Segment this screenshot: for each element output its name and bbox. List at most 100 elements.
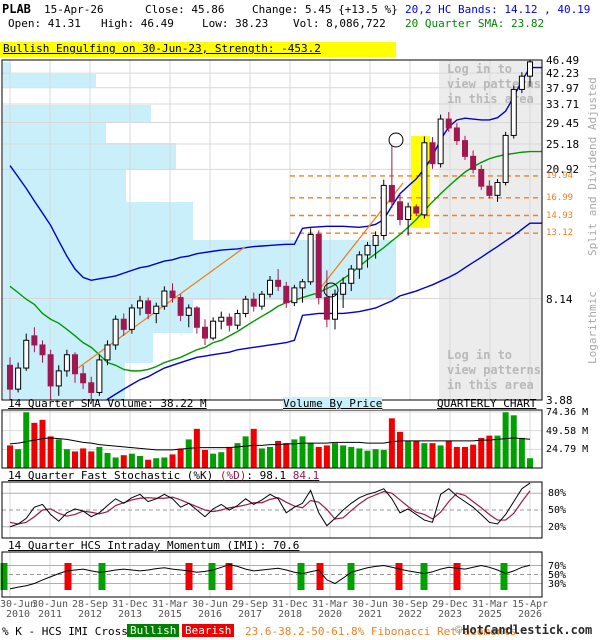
volume-bar	[267, 446, 273, 468]
volume-panel-title[interactable]: 14 Quarter SMA Volume: 38.22 M	[8, 397, 207, 410]
candle-body	[7, 364, 13, 390]
imi-crossover-bearish	[453, 563, 461, 590]
candle-body	[348, 268, 355, 284]
candle-body	[340, 282, 347, 295]
candle-body	[202, 326, 208, 339]
volume-bar	[364, 450, 371, 468]
fibonacci-level-label: 13.12	[546, 228, 574, 239]
candle-body	[429, 142, 436, 165]
volume-bar	[380, 449, 387, 468]
candle-body	[405, 206, 412, 221]
candle-body	[502, 134, 509, 184]
candle-body	[421, 142, 428, 216]
volume-bar	[518, 437, 525, 468]
low-value: Low: 38.23	[202, 17, 269, 30]
quote-date: 15-Apr-26	[44, 3, 104, 16]
volume-bar	[39, 419, 46, 468]
volume-by-price-label[interactable]: Volume By Price	[283, 397, 383, 410]
imi-crossover-bullish	[297, 563, 305, 590]
volume-bar	[145, 459, 152, 468]
volume-bar	[234, 443, 241, 468]
candle-body	[397, 201, 403, 221]
price-tick-label: 3.88	[546, 394, 573, 407]
candle-body	[518, 75, 525, 90]
imi-crossover-bearish	[64, 563, 72, 590]
date-axis-label: 28-Sep 2012	[71, 599, 109, 620]
volume-bar	[128, 453, 135, 468]
volume-bar	[275, 440, 282, 468]
volume-bar	[55, 439, 62, 468]
candle-body	[63, 354, 70, 372]
volume-bar	[372, 449, 379, 468]
stochastic-title-d: (%D)	[219, 469, 247, 482]
candle-body	[307, 233, 314, 283]
imi-crossover-bearish	[225, 563, 233, 590]
sma-line	[9, 150, 542, 372]
candle-body	[153, 305, 160, 314]
volume-value: Vol: 8,086,722	[293, 17, 386, 30]
date-axis-label: 31-Mar 2015	[151, 599, 189, 620]
volume-bar	[23, 412, 30, 468]
candle-body	[193, 307, 200, 328]
candle-body	[72, 354, 78, 375]
imi-line	[9, 564, 531, 590]
price-tick-label: 25.18	[546, 137, 580, 151]
candle-body	[23, 339, 30, 369]
copyright[interactable]: ©HotCandlestick.com	[455, 623, 592, 637]
fibonacci-level-label: 16.99	[546, 192, 574, 203]
candle-body	[258, 293, 265, 307]
volume-bar	[88, 451, 95, 468]
volume-bar	[210, 453, 217, 468]
candle-body	[527, 61, 533, 77]
vbp-bar	[3, 105, 151, 123]
candle-body	[445, 118, 452, 129]
volume-bar	[478, 437, 485, 468]
volume-bar	[429, 443, 436, 468]
volume-bar	[202, 449, 208, 468]
pattern-banner-text[interactable]: Bullish Engulfing on 30-Jun-23, Strength…	[3, 42, 321, 55]
price-tick-label: 42.23	[546, 67, 580, 81]
volume-bar	[226, 446, 233, 468]
pattern-banner[interactable]: Bullish Engulfing on 30-Jun-23, Strength…	[0, 42, 396, 57]
imi-tick-label: 30%	[548, 578, 567, 590]
stochastic-panel-title[interactable]: 14 Quarter Fast Stochastic (%K) (%D): 98…	[8, 469, 319, 482]
candle-body	[315, 233, 322, 299]
volume-bar	[494, 435, 501, 468]
stochastic-tick-label: 20%	[548, 521, 567, 533]
candle-body	[364, 244, 371, 256]
copyright-text: HotCandlestick.com	[462, 623, 593, 637]
candle-body	[137, 300, 143, 309]
candle-body	[185, 307, 192, 316]
candle-body	[267, 279, 273, 295]
stochastic-d-line	[9, 490, 531, 525]
stochastic-d-value: 84.1	[292, 469, 320, 482]
candle-body	[494, 182, 501, 196]
volume-bar	[510, 415, 517, 468]
chart-type-label[interactable]: QUARTERLY CHART	[437, 397, 537, 410]
candle-body	[169, 290, 176, 299]
imi-crossover-bullish	[500, 563, 508, 590]
volume-bar	[299, 436, 306, 468]
volume-bar	[291, 439, 298, 468]
volume-bar	[72, 451, 78, 468]
volume-bar	[445, 440, 452, 468]
volume-bar	[340, 445, 347, 468]
bearish-legend-badge: Bearish	[182, 624, 235, 637]
volume-bar	[177, 448, 184, 468]
panel-border	[1, 481, 543, 539]
sma-value: 20 Quarter SMA: 23.82	[405, 17, 545, 30]
panel-border	[1, 409, 543, 469]
volume-bar	[348, 446, 355, 468]
volume-bar	[31, 422, 38, 468]
candle-body	[161, 290, 168, 307]
pattern-circle-marker	[388, 132, 404, 148]
imi-panel-title[interactable]: 14 Quarter HCS Intraday Momentum (IMI): …	[8, 539, 300, 552]
volume-bar	[388, 418, 395, 468]
trendline	[314, 182, 404, 296]
volume-bar	[120, 455, 127, 468]
candle-body	[486, 185, 493, 196]
candle-body	[128, 307, 135, 330]
candle-body	[510, 88, 517, 136]
